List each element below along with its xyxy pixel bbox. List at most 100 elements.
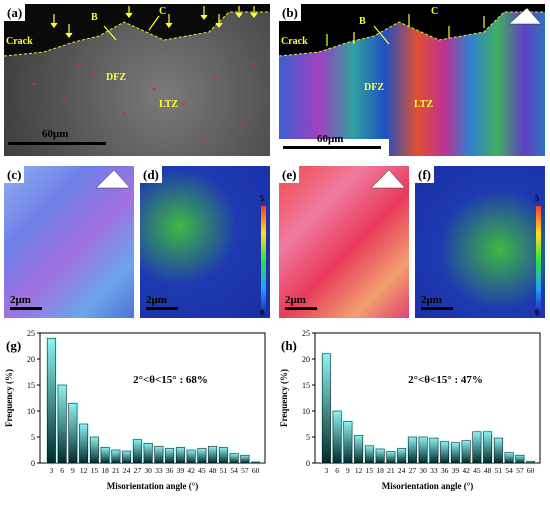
panel-e-ipf-map: 2μm (e)	[279, 166, 409, 318]
x-tick-label: 9	[346, 466, 350, 475]
y-axis-label: Frequency (%)	[4, 369, 14, 427]
y-tick-label: 25	[302, 329, 310, 338]
scale-text: 2μm	[10, 294, 31, 306]
x-tick-label: 15	[366, 466, 374, 475]
y-tick-label: 20	[302, 355, 310, 364]
colorbar-max-label: 5	[535, 194, 539, 203]
bar	[321, 353, 331, 464]
ipf-triangle-legend	[370, 169, 406, 189]
bar	[461, 440, 471, 464]
bar	[397, 448, 407, 464]
x-tick-label: 21	[112, 466, 120, 475]
x-tick-label: 33	[430, 466, 438, 475]
x-tick-label: 27	[409, 466, 417, 475]
x-tick-label: 48	[209, 466, 217, 475]
bar	[493, 437, 503, 464]
x-tick-label: 54	[505, 466, 513, 475]
x-tick-label: 57	[241, 466, 249, 475]
panel-label-d: (d)	[140, 166, 162, 183]
bar	[407, 436, 417, 464]
x-tick-label: 51	[220, 466, 228, 475]
x-tick-label: 24	[398, 466, 406, 475]
x-tick-label: 39	[177, 466, 185, 475]
bar	[472, 431, 482, 464]
x-tick-label: 45	[198, 466, 206, 475]
ltz-label: LTZ	[159, 99, 179, 110]
bar	[515, 454, 525, 464]
scale-text: 60μm	[42, 128, 69, 140]
scale-bar	[146, 307, 178, 310]
x-tick-label: 24	[123, 466, 131, 475]
y-tick-label: 10	[27, 407, 35, 416]
x-tick-label: 30	[419, 466, 427, 475]
y-tick-label: 5	[31, 433, 35, 442]
colorbar-min-label: 0	[260, 308, 264, 317]
scale-bar	[283, 146, 381, 149]
x-tick-label: 48	[484, 466, 492, 475]
scale-bar	[421, 307, 453, 310]
crack-region	[279, 4, 545, 56]
x-tick-label: 36	[166, 466, 174, 475]
y-tick-label: 20	[27, 355, 35, 364]
x-tick-label: 15	[91, 466, 99, 475]
y-tick-label: 25	[27, 329, 35, 338]
bar	[154, 446, 164, 464]
panel-label-a: (a)	[4, 4, 26, 21]
scale-text: 2μm	[146, 294, 167, 306]
x-tick-label: 39	[452, 466, 460, 475]
x-tick-label: 6	[60, 466, 64, 475]
bar	[46, 337, 56, 464]
bar	[100, 447, 110, 464]
x-tick-label: 42	[187, 466, 195, 475]
bar	[429, 437, 439, 464]
panel-label-f: (f)	[415, 166, 434, 183]
point-c-label: C	[431, 6, 439, 17]
x-tick-label: 60	[527, 466, 535, 475]
panel-f-kam-map: 5 0 2μm (f)	[415, 166, 545, 318]
x-tick-label: 12	[80, 466, 88, 475]
panel-a-overlay	[4, 4, 270, 141]
crack-label: Crack	[281, 36, 308, 47]
bar	[375, 448, 385, 464]
x-tick-label: 3	[50, 466, 54, 475]
arrow-markers	[326, 14, 485, 46]
panel-d-kam-map: 5 0 2μm (d)	[140, 166, 270, 318]
scale-bar	[8, 142, 106, 145]
bar	[132, 439, 142, 464]
bar	[343, 421, 353, 464]
crack-boundary	[4, 11, 270, 57]
kam-colorbar	[536, 206, 541, 316]
point-b-label: B	[359, 16, 366, 27]
y-tick-label: 5	[306, 433, 310, 442]
x-tick-label: 42	[462, 466, 470, 475]
bar	[175, 447, 185, 464]
scale-bar	[285, 307, 317, 310]
bar	[251, 461, 261, 464]
bar	[504, 452, 514, 464]
ltz-label: LTZ	[414, 99, 434, 110]
x-tick-label: 18	[376, 466, 384, 475]
scale-bar	[10, 307, 42, 310]
ipf-triangle-legend	[508, 7, 542, 25]
x-axis-label: Misorientation angle (°)	[382, 481, 474, 491]
x-tick-label: 27	[134, 466, 142, 475]
scale-text: 2μm	[421, 294, 442, 306]
bar	[111, 449, 121, 464]
bar	[79, 423, 89, 464]
crack-label: Crack	[6, 36, 33, 47]
panel-label-b: (b)	[279, 4, 301, 21]
dfz-label: DFZ	[106, 72, 126, 83]
x-tick-label: 60	[252, 466, 260, 475]
bar	[526, 461, 536, 464]
x-tick-label: 9	[71, 466, 75, 475]
x-tick-label: 57	[516, 466, 524, 475]
x-tick-label: 21	[387, 466, 395, 475]
scale-text: 60μm	[317, 133, 344, 145]
point-b-label: B	[91, 12, 98, 23]
colorbar-min-label: 0	[535, 308, 539, 317]
dfz-label: DFZ	[364, 82, 384, 93]
bar	[450, 442, 460, 464]
x-tick-label: 54	[230, 466, 238, 475]
panel-label-bg	[280, 337, 306, 353]
